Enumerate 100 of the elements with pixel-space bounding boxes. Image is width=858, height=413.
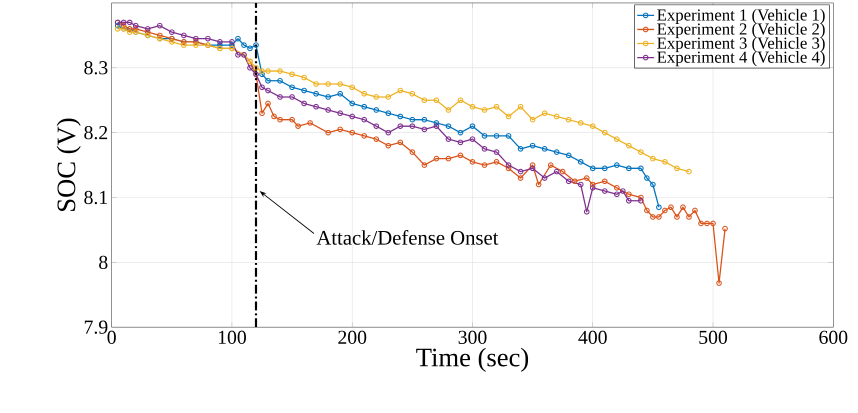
point — [506, 132, 512, 139]
point — [217, 42, 223, 48]
point — [241, 42, 247, 48]
point — [337, 90, 343, 96]
point — [410, 90, 416, 96]
point — [434, 120, 440, 126]
point — [518, 146, 524, 152]
point — [385, 130, 392, 136]
point — [398, 123, 404, 129]
point — [482, 146, 488, 152]
point — [349, 114, 356, 120]
point — [482, 107, 488, 113]
point — [470, 136, 476, 142]
point — [542, 110, 548, 116]
legend-label: Experiment 1 (Vehicle 1) — [657, 8, 825, 24]
point — [193, 42, 199, 48]
point — [530, 165, 536, 172]
point — [614, 191, 620, 197]
point — [301, 74, 307, 80]
point — [566, 178, 572, 184]
point — [578, 182, 584, 188]
point — [337, 81, 343, 87]
point — [277, 94, 283, 100]
point — [482, 132, 488, 139]
point — [566, 116, 572, 122]
point — [584, 208, 590, 214]
point — [349, 84, 356, 90]
point — [289, 71, 295, 78]
point — [410, 116, 416, 122]
point — [325, 94, 331, 100]
point — [247, 64, 253, 71]
point — [313, 90, 319, 96]
point — [301, 100, 307, 106]
point — [644, 175, 650, 181]
point — [422, 116, 428, 122]
point — [235, 36, 241, 42]
legend-label: Experiment 3 (Vehicle 3) — [657, 36, 825, 52]
point — [349, 100, 356, 106]
legend-label: Experiment 4 (Vehicle 4) — [657, 50, 825, 66]
point — [458, 97, 464, 103]
point — [205, 36, 211, 42]
point — [132, 22, 139, 28]
point — [554, 114, 560, 120]
x-tick-label: 400 — [578, 330, 607, 344]
point — [168, 29, 175, 35]
point — [277, 78, 283, 84]
point — [578, 158, 584, 165]
point — [614, 136, 620, 142]
point — [458, 130, 464, 136]
point — [662, 158, 668, 165]
point — [325, 107, 331, 113]
point — [265, 78, 271, 84]
point — [458, 139, 464, 146]
point — [602, 165, 608, 172]
y-tick-label: 7.9 — [84, 320, 108, 334]
point — [494, 104, 500, 110]
point — [337, 110, 343, 116]
point — [325, 81, 331, 87]
point — [289, 94, 295, 100]
y-tick-label: 8.1 — [84, 190, 108, 204]
point — [446, 123, 452, 129]
point — [470, 123, 476, 129]
point — [289, 84, 295, 90]
point — [120, 20, 127, 26]
point — [126, 29, 133, 35]
point — [602, 130, 608, 136]
point — [168, 38, 175, 45]
point — [542, 175, 548, 181]
point — [265, 88, 271, 94]
point — [259, 84, 265, 90]
point — [313, 81, 319, 87]
point — [126, 20, 133, 26]
point — [217, 38, 223, 45]
point — [530, 116, 536, 122]
point — [614, 162, 620, 168]
point — [253, 42, 259, 48]
point — [247, 45, 253, 52]
point — [229, 42, 235, 48]
point — [566, 152, 572, 158]
point — [626, 198, 632, 204]
point — [373, 123, 380, 129]
x-tick-label: 0 — [108, 330, 116, 344]
point — [590, 184, 596, 191]
point — [385, 94, 392, 100]
point — [494, 132, 500, 139]
point — [554, 168, 560, 174]
x-tick-label: 500 — [699, 330, 728, 344]
point — [620, 188, 626, 194]
x-axis-title: Time (sec) — [416, 348, 528, 372]
point — [590, 165, 596, 172]
point — [422, 126, 428, 132]
y-tick-label: 8.3 — [84, 61, 108, 74]
point — [193, 36, 199, 42]
point — [156, 22, 163, 28]
point — [446, 136, 452, 142]
x-tick-label: 200 — [338, 330, 366, 344]
point — [626, 142, 632, 148]
point — [277, 68, 283, 74]
point — [361, 116, 368, 122]
point — [301, 88, 307, 94]
